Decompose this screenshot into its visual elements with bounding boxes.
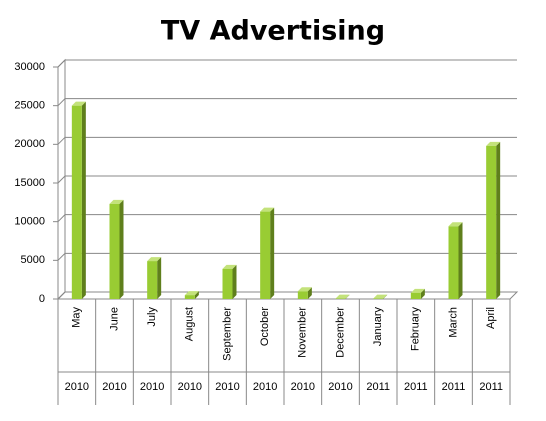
x-tick-label: August (184, 307, 196, 341)
x-group-label: 2010 (215, 381, 239, 393)
x-tick-label: December (334, 307, 346, 358)
x-tick-label: February (410, 307, 422, 352)
bar-top (336, 295, 350, 299)
bar (486, 146, 496, 299)
grid-line (58, 215, 517, 222)
grid-line (58, 137, 517, 144)
x-group-label: 2011 (404, 381, 428, 393)
bar-side (496, 142, 500, 299)
x-group-label: 2010 (328, 381, 352, 393)
bar-side (120, 200, 124, 299)
bar-side (459, 222, 463, 299)
x-tick-label: March (447, 307, 459, 338)
x-tick-label: November (297, 307, 309, 358)
x-group-label: 2010 (140, 381, 164, 393)
x-tick-label: May (71, 307, 83, 328)
y-tick-label: 5000 (21, 254, 45, 266)
x-group-label: 2010 (102, 381, 126, 393)
bar-side (157, 257, 161, 299)
bar (260, 212, 270, 299)
x-group-label: 2011 (366, 381, 390, 393)
grid-line (58, 176, 517, 183)
bar (223, 269, 233, 299)
x-tick-label: June (108, 307, 120, 331)
grid-line (58, 292, 517, 299)
y-tick-label: 15000 (14, 177, 45, 189)
x-group-label: 2010 (291, 381, 315, 393)
bar-side (82, 102, 86, 299)
x-tick-label: September (221, 307, 233, 361)
y-tick-label: 10000 (14, 216, 45, 228)
x-group-label: 2011 (479, 381, 503, 393)
grid-line (58, 253, 517, 260)
bar (110, 204, 120, 299)
x-tick-label: April (485, 307, 497, 329)
bar-side (233, 265, 237, 299)
bar (147, 261, 157, 299)
bar (72, 106, 82, 299)
x-tick-label: January (372, 307, 384, 347)
bar (411, 293, 421, 299)
plot-floor (58, 292, 517, 299)
x-group-label: 2010 (253, 381, 277, 393)
grid-line (58, 99, 517, 106)
x-tick-label: July (146, 307, 158, 327)
bar (449, 226, 459, 299)
y-tick-label: 0 (39, 293, 45, 305)
bar (298, 291, 308, 299)
grid-line (58, 60, 517, 67)
x-group-label: 2011 (442, 381, 466, 393)
y-tick-label: 30000 (14, 61, 45, 73)
chart-title: TV Advertising (161, 16, 385, 47)
bar-top (373, 295, 387, 299)
x-tick-label: October (259, 307, 271, 346)
x-group-label: 2010 (65, 381, 89, 393)
bar (185, 295, 195, 299)
y-tick-label: 25000 (14, 100, 45, 112)
x-group-label: 2010 (178, 381, 202, 393)
y-tick-label: 20000 (14, 138, 45, 150)
bar-side (270, 208, 274, 299)
